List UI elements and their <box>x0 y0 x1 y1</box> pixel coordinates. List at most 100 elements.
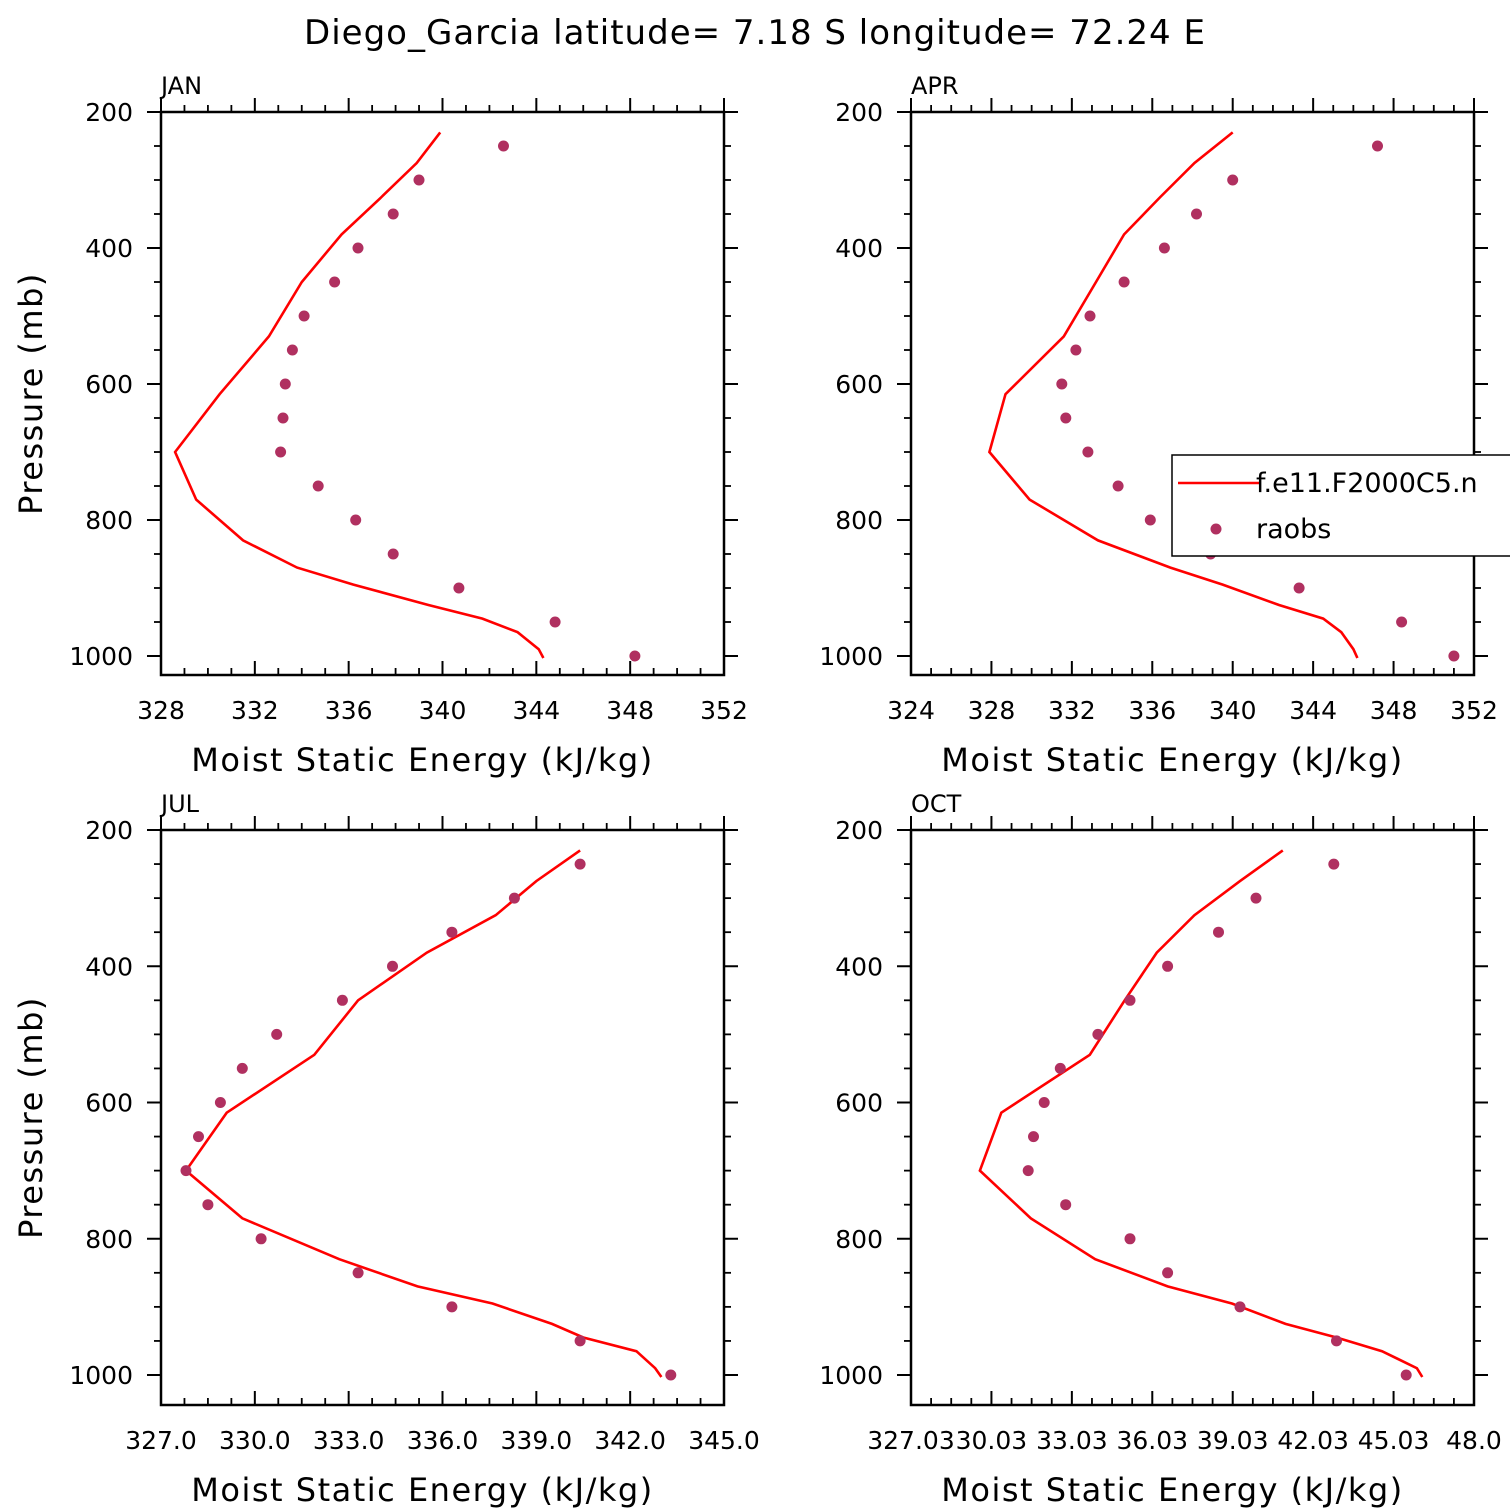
x-tick-label: 332 <box>231 696 279 725</box>
x-tick-label: 330.0 <box>219 1426 291 1455</box>
raobs-point <box>1328 858 1340 870</box>
y-tick-label: 200 <box>85 98 133 127</box>
y-tick-label: 600 <box>85 370 133 399</box>
panel-label: OCT <box>911 790 962 818</box>
raobs-point <box>279 378 291 390</box>
raobs-point <box>202 1199 214 1211</box>
y-tick-label: 800 <box>85 506 133 535</box>
raobs-point <box>193 1131 204 1143</box>
model-line <box>173 131 545 659</box>
raobs-point <box>298 310 310 322</box>
x-tick-label: 339.0 <box>501 1426 573 1455</box>
raobs-point <box>1162 960 1174 972</box>
raobs-point <box>1158 242 1170 254</box>
raobs-point <box>1250 892 1262 904</box>
x-tick-label: 344 <box>512 696 560 725</box>
x-tick-label: 336 <box>325 696 373 725</box>
raobs-point <box>1028 1131 1039 1143</box>
legend-box <box>1171 454 1510 557</box>
x-axis-label: Moist Static Energy (kJ/kg) <box>191 741 653 779</box>
raobs-point <box>1112 480 1124 492</box>
y-tick-label: 1000 <box>69 642 133 671</box>
model-line <box>184 849 663 1378</box>
raobs-point <box>1213 926 1224 938</box>
y-tick-label: 200 <box>85 816 133 845</box>
x-tick-label: 348 <box>1370 696 1418 725</box>
legend-marker-swatch <box>1210 523 1222 535</box>
raobs-point <box>277 412 289 424</box>
y-tick-label: 1000 <box>69 1361 133 1390</box>
x-tick-label: 336 <box>1128 696 1176 725</box>
y-axis-label: Pressure (mb) <box>12 272 50 515</box>
y-tick-label: 400 <box>85 234 133 263</box>
x-axis-label: Moist Static Energy (kJ/kg) <box>191 1471 653 1509</box>
raobs-point <box>1060 412 1072 424</box>
x-tick-label: 42.03 <box>1277 1426 1349 1455</box>
x-tick-label: 352 <box>1450 696 1498 725</box>
raobs-point <box>453 582 465 594</box>
raobs-point <box>1448 650 1460 662</box>
x-tick-label: 36.03 <box>1116 1426 1188 1455</box>
plot-frame <box>909 110 1476 677</box>
raobs-point <box>275 446 287 458</box>
x-tick-label: 352 <box>700 696 748 725</box>
y-tick-label: 400 <box>85 952 133 981</box>
raobs-point <box>350 514 362 526</box>
x-tick-label: 328 <box>968 696 1016 725</box>
plot-frame <box>159 828 726 1407</box>
raobs-point <box>352 242 364 254</box>
x-tick-label: 336.0 <box>407 1426 479 1455</box>
raobs-point <box>1092 1028 1104 1040</box>
raobs-point <box>1054 1062 1066 1074</box>
raobs-point <box>1056 378 1068 390</box>
raobs-point <box>352 1267 364 1279</box>
y-axis-label: Pressure (mb) <box>12 996 50 1239</box>
raobs-point <box>336 994 348 1006</box>
raobs-point <box>387 548 399 560</box>
raobs-point <box>446 1301 458 1313</box>
raobs-point <box>1227 174 1239 186</box>
raobs-point <box>1038 1097 1050 1108</box>
x-tick-label: 39.03 <box>1197 1426 1269 1455</box>
panels: JAN 328 332 336 340 344 348 352 200 400 600 800 1000… <box>12 72 1502 1509</box>
y-tick-label: 200 <box>835 98 883 127</box>
x-tick-label: 33.03 <box>1036 1426 1108 1455</box>
panel-oct: OCT 327.03 30.03 33.03 36.03 39.03 42.03 45.03 4… <box>819 790 1501 1509</box>
legend-label: f.e11.F2000C5.n <box>1256 468 1478 499</box>
raobs-point <box>629 650 641 662</box>
x-tick-label: 327.0 <box>125 1426 197 1455</box>
y-tick-label: 600 <box>85 1089 133 1118</box>
legend: f.e11.F2000C5.n raobs <box>1171 454 1510 557</box>
x-tick-label: 333.0 <box>313 1426 385 1455</box>
raobs-point <box>1070 344 1082 356</box>
y-tick-label: 800 <box>85 1225 133 1254</box>
raobs-point <box>498 140 509 152</box>
y-tick-label: 400 <box>835 234 883 263</box>
y-tick-label: 1000 <box>819 1361 883 1390</box>
raobs-point <box>574 858 586 870</box>
raobs-point <box>1234 1301 1246 1313</box>
raobs-point <box>1124 1233 1136 1245</box>
x-tick-label: 48.0 <box>1446 1426 1502 1455</box>
y-tick-label: 200 <box>835 816 883 845</box>
raobs-point <box>1162 1267 1174 1279</box>
y-tick-label: 400 <box>835 952 883 981</box>
raobs-point <box>413 174 425 186</box>
raobs-point <box>1060 1199 1072 1211</box>
panel-jan: JAN 328 332 336 340 344 348 352 200 400 600 800 1000… <box>12 72 748 779</box>
x-tick-label: 340 <box>1209 696 1257 725</box>
x-tick-label: 348 <box>606 696 654 725</box>
x-axis-label: Moist Static Energy (kJ/kg) <box>941 1471 1403 1509</box>
panel-label: APR <box>911 72 959 100</box>
raobs-point <box>312 480 324 492</box>
x-axis-label: Moist Static Energy (kJ/kg) <box>941 741 1403 779</box>
raobs-point <box>1084 310 1096 322</box>
y-tick-label: 600 <box>835 1089 883 1118</box>
x-tick-label: 332 <box>1048 696 1096 725</box>
raobs-point <box>1191 208 1202 220</box>
raobs-point <box>286 344 298 356</box>
raobs-point <box>574 1335 586 1347</box>
x-tick-label: 327.03 <box>867 1426 954 1455</box>
raobs-point <box>329 276 341 288</box>
